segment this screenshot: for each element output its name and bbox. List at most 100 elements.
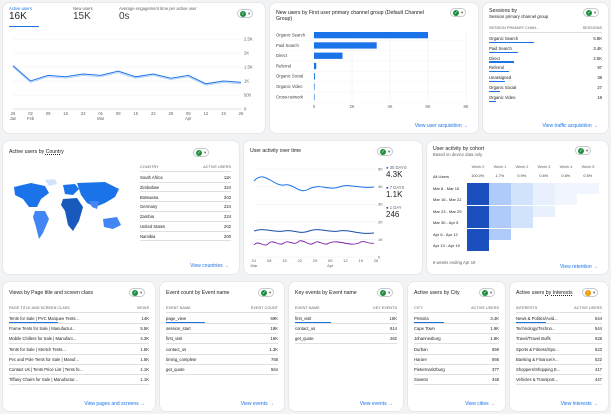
card-title[interactable]: Active users by Country — [9, 149, 64, 155]
table-row[interactable]: Mobile Chillers for Sale | Manufact... 4.… — [9, 334, 149, 344]
view-traffic-acquisition-link[interactable]: View traffic acquisition → — [542, 123, 598, 129]
cohort-cell[interactable] — [555, 182, 577, 194]
compare-pill[interactable]: ✓ ▾ — [258, 288, 275, 297]
table-row[interactable]: Banking & Finance/A... 522 — [516, 355, 602, 365]
table-row[interactable]: Pretoria 3.4K — [414, 314, 499, 324]
table-row[interactable]: session_start 18K — [166, 324, 278, 334]
view-countries-link[interactable]: View countries → — [190, 263, 229, 269]
card-title[interactable]: User activity by cohort — [433, 146, 485, 152]
column-header[interactable]: ACTIVE USERS — [203, 165, 231, 169]
table-row[interactable]: United States 202 — [140, 222, 231, 231]
compare-pill[interactable]: ✓ ▾ — [583, 8, 600, 17]
cohort-cell[interactable] — [533, 182, 555, 194]
cohort-cell[interactable] — [511, 217, 533, 228]
view-link[interactable]: View events → — [359, 401, 393, 407]
cohort-cell[interactable]: 0.5% — [577, 171, 599, 182]
cohort-cell[interactable]: 1.7% — [489, 171, 511, 182]
compare-pill[interactable]: ✓ ▾ — [129, 288, 146, 297]
compare-pill[interactable]: ✓ ▾ — [377, 147, 394, 156]
column-header[interactable]: CITY — [414, 306, 423, 310]
column-header[interactable]: PAGE TITLE AND SCREEN CLASS — [9, 306, 70, 310]
cohort-cell[interactable] — [555, 194, 577, 205]
view-user-acquisition-link[interactable]: View user acquisition → — [414, 123, 468, 129]
view-link[interactable]: View cities → — [465, 401, 495, 407]
table-row[interactable]: Vehicles & Transport... 447 — [516, 375, 602, 385]
table-row[interactable]: Harare 566 — [414, 355, 499, 365]
table-row[interactable]: Zambia 224 — [140, 212, 231, 222]
compare-pill[interactable]: ✓ ▾ — [193, 148, 210, 157]
column-header[interactable]: ACTIVE USERS — [574, 306, 602, 310]
table-row[interactable]: Tents for Sale | Stretch Tents... 1.5K — [9, 345, 149, 355]
table-row[interactable]: Direct 2.5K — [489, 54, 602, 63]
table-row[interactable]: Frame Tents for Sale | Manufactur... 5.5K — [9, 324, 149, 334]
table-row[interactable]: Johannesburg 1.8K — [414, 334, 499, 344]
table-row[interactable]: Durban 659 — [414, 345, 499, 355]
table-row[interactable]: first_visit 16K — [295, 314, 397, 324]
cohort-cell[interactable] — [489, 182, 511, 194]
cohort-cell[interactable] — [511, 182, 533, 194]
table-row[interactable]: contact_us 914 — [295, 324, 397, 334]
table-row[interactable]: Technology/Techno... 544 — [516, 324, 602, 334]
table-row[interactable]: timing_complete 768 — [166, 355, 278, 365]
cohort-cell[interactable] — [577, 182, 599, 194]
view-retention-link[interactable]: View retention → — [560, 264, 598, 270]
cohort-cell[interactable] — [489, 228, 511, 240]
table-row[interactable]: Tiffany Chairs for Sale | Manufactur... 1… — [9, 375, 149, 385]
table-row[interactable]: Sports & Fitness/Spo... 523 — [516, 345, 602, 355]
table-row[interactable]: contact_us 1.3K — [166, 345, 278, 355]
card-title[interactable]: Active users by Interests — [516, 290, 573, 296]
view-link[interactable]: View interests → — [560, 401, 598, 407]
table-row[interactable]: Organic Video 19 — [489, 93, 602, 102]
compare-pill[interactable]: ✓ ▾ — [450, 8, 467, 17]
table-row[interactable]: Organic Social 27 — [489, 83, 602, 92]
table-row[interactable]: Pietermaritzburg 377 — [414, 365, 499, 375]
column-header[interactable]: COUNTRY — [140, 165, 159, 169]
compare-pill[interactable]: ✓ ▾ — [575, 146, 592, 155]
column-header[interactable]: SESSIONS — [582, 26, 602, 30]
cohort-cell[interactable] — [467, 205, 489, 217]
card-title[interactable]: Key events by Event name — [295, 290, 357, 296]
world-map[interactable] — [9, 177, 133, 247]
table-row[interactable]: Paid Search 3.4K — [489, 44, 602, 53]
table-row[interactable]: first_visit 16K — [166, 334, 278, 344]
table-row[interactable]: South Africa 11K — [140, 173, 231, 182]
compare-pill[interactable]: ! ▾ — [582, 288, 599, 297]
cohort-cell[interactable] — [467, 240, 489, 251]
cohort-cell[interactable]: 0.6% — [533, 171, 555, 182]
table-row[interactable]: get_quote 564 — [166, 365, 278, 375]
cohort-cell[interactable] — [511, 205, 533, 217]
cohort-cell[interactable] — [467, 217, 489, 228]
card-title[interactable]: Views by Page title and screen class — [9, 290, 94, 296]
compare-pill[interactable]: ✓ ▾ — [377, 288, 394, 297]
cohort-cell[interactable] — [467, 182, 489, 194]
table-row[interactable]: Botswana 203 — [140, 193, 231, 202]
table-row[interactable]: Organic Search 5.8K — [489, 34, 602, 43]
table-row[interactable]: Referral 97 — [489, 63, 602, 73]
metric-engagement[interactable]: Average engagement time per active user … — [119, 6, 229, 22]
view-link[interactable]: View pages and screens → — [84, 401, 145, 407]
cohort-cell[interactable] — [467, 228, 489, 240]
table-row[interactable]: Travel/Travel Buffs 528 — [516, 334, 602, 344]
cohort-cell[interactable] — [467, 194, 489, 205]
metric-new-users[interactable]: New users 15K — [73, 6, 113, 22]
card-title[interactable]: Active users by City — [414, 290, 460, 296]
table-row[interactable]: Pvc and Pole Tents for Sale | Manuf... 1.… — [9, 355, 149, 365]
table-row[interactable]: get_quote 262 — [295, 334, 397, 344]
column-header[interactable]: EVENT COUNT — [250, 306, 278, 310]
column-header[interactable]: VIEWS — [136, 306, 149, 310]
compare-pill[interactable]: ✓ ▾ — [479, 288, 496, 297]
compare-pill[interactable]: ✓ ▾ — [237, 9, 254, 18]
card-title[interactable]: Sessions by Session primary channel group — [489, 8, 549, 19]
table-row[interactable]: News & Politics/Avid... 544 — [516, 314, 602, 324]
cohort-cell[interactable]: 0.6% — [555, 171, 577, 182]
column-header[interactable]: KEY EVENTS — [373, 306, 397, 310]
table-row[interactable]: Cape Town 1.9K — [414, 324, 499, 334]
table-row[interactable]: Shoppers/Shopping E... 417 — [516, 365, 602, 375]
cohort-cell[interactable] — [533, 205, 555, 217]
card-title[interactable]: Event count by Event name — [166, 290, 230, 296]
view-link[interactable]: View events → — [240, 401, 274, 407]
table-row[interactable]: Contact Us | Tents Price List | Tents fo… — [9, 365, 149, 375]
table-row[interactable]: Tents for Sale | PVC Marquee Tents... 14K — [9, 314, 149, 324]
column-header[interactable]: EVENT NAME — [166, 306, 191, 310]
cohort-cell[interactable] — [489, 205, 511, 217]
